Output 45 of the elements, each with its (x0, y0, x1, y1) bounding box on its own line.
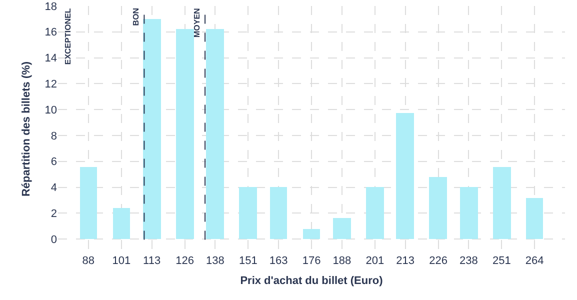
x-tick-label: 213 (396, 255, 414, 267)
bar (80, 167, 97, 239)
x-tick-label: 101 (112, 255, 131, 267)
y-tick-label: 16 (44, 26, 57, 39)
y-axis-title: Répartition des billets (%) (20, 61, 32, 197)
y-tick-label: 0 (50, 234, 57, 246)
x-tick-label: 201 (366, 255, 384, 267)
y-tick-label: 14 (44, 52, 57, 65)
annotation: EXCEPTIONEL (64, 8, 73, 65)
bar (396, 113, 414, 239)
y-tick-label: 10 (44, 104, 57, 116)
y-tick-label: 2 (50, 208, 57, 220)
x-tick-label: 226 (429, 255, 448, 267)
y-tick-label: 6 (50, 156, 57, 168)
bar (143, 19, 161, 239)
x-tick-label: 126 (176, 255, 194, 267)
bar (429, 177, 447, 239)
x-tick-label: 163 (269, 255, 288, 267)
bar (526, 198, 543, 239)
y-tick-label: 12 (44, 78, 57, 91)
bar (113, 208, 130, 239)
ref-line-label: BON (132, 8, 141, 26)
y-tick-label: 4 (50, 182, 57, 194)
x-axis-title: Prix d'achat du billet (Euro) (240, 275, 384, 288)
bar (460, 187, 478, 239)
x-tick-label: 176 (302, 255, 321, 267)
bar (493, 167, 511, 239)
bar (303, 229, 320, 239)
y-tick-label: 18 (44, 0, 57, 13)
x-tick-label: 113 (143, 255, 161, 267)
bar (176, 29, 194, 239)
ref-line-label: MOYEN (192, 8, 202, 38)
x-tick-label: 138 (206, 255, 224, 267)
y-tick-label: 8 (50, 130, 57, 142)
bar (366, 187, 384, 239)
x-tick-label: 264 (525, 255, 544, 267)
bar (270, 187, 287, 239)
bar (239, 187, 257, 239)
x-tick-label: 251 (492, 255, 511, 267)
x-tick-label: 151 (238, 255, 258, 267)
x-tick-label: 88 (82, 255, 95, 267)
x-tick-label: 188 (332, 255, 352, 267)
bar (206, 29, 224, 239)
x-tick-label: 238 (459, 255, 478, 267)
bar (333, 218, 351, 239)
